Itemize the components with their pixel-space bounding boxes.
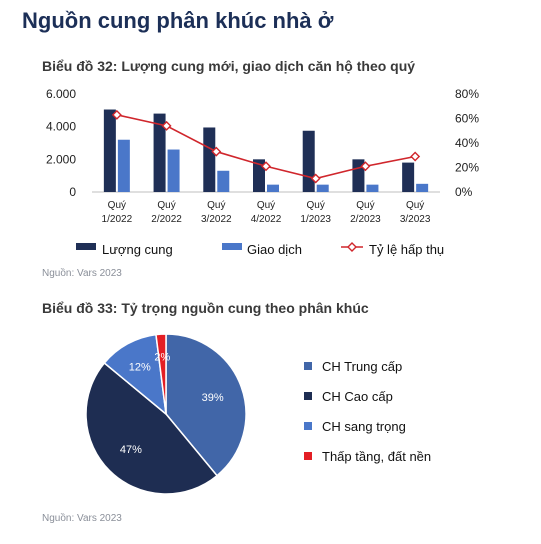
x-tick-label: Quý bbox=[207, 200, 225, 211]
chart-32-title: Biểu đồ 32: Lượng cung mới, giao dịch că… bbox=[42, 58, 416, 74]
bar-giao-dich bbox=[117, 139, 130, 192]
x-tick-label: 2/2022 bbox=[151, 214, 182, 225]
pie-value-label: 47% bbox=[120, 444, 142, 456]
chart-33-title: Biểu đồ 33: Tỷ trọng nguồn cung theo phâ… bbox=[42, 300, 369, 316]
chart-32-source: Nguồn: Vars 2023 bbox=[42, 268, 122, 279]
bar-giao-dich bbox=[366, 184, 379, 192]
x-tick-label: Quý bbox=[257, 200, 275, 211]
x-tick-label: 1/2022 bbox=[102, 214, 133, 225]
legend-label: Thấp tầng, đất nền bbox=[322, 449, 431, 464]
bar-giao-dich bbox=[316, 184, 329, 192]
pie-value-label: 12% bbox=[129, 361, 151, 373]
point-ty-le-hap-thu bbox=[410, 151, 421, 162]
x-tick-label: 4/2022 bbox=[251, 214, 282, 225]
pie-slice bbox=[85, 361, 219, 495]
x-tick-label: Quý bbox=[406, 200, 424, 211]
y2-tick-label: 20% bbox=[455, 161, 479, 175]
y-tick-label: 6.000 bbox=[46, 87, 76, 101]
pie-value-label: 2% bbox=[154, 352, 170, 364]
legend-swatch-giao-dich bbox=[222, 243, 242, 250]
legend-marker-ty-le-hap-thu bbox=[347, 242, 357, 252]
legend-swatch bbox=[304, 422, 312, 430]
pie-slice bbox=[103, 333, 167, 416]
bar-luong-cung bbox=[253, 159, 265, 192]
x-tick-label: Quý bbox=[307, 200, 325, 211]
y2-tick-label: 60% bbox=[455, 112, 479, 126]
y-tick-label: 2.000 bbox=[46, 152, 76, 166]
legend-swatch bbox=[304, 362, 312, 370]
legend-label-luong-cung: Lượng cung bbox=[102, 242, 173, 257]
x-tick-label: Quý bbox=[356, 200, 374, 211]
x-tick-label: 2/2023 bbox=[350, 214, 381, 225]
legend-label-giao-dich: Giao dịch bbox=[247, 242, 302, 257]
bar-giao-dich bbox=[217, 170, 230, 192]
bar-luong-cung bbox=[153, 113, 166, 192]
x-tick-label: 3/2023 bbox=[400, 214, 431, 225]
y-tick-label: 0 bbox=[69, 185, 76, 199]
legend-label: CH sang trọng bbox=[322, 419, 406, 434]
bar-giao-dich bbox=[167, 149, 180, 192]
pie-slice bbox=[165, 333, 247, 477]
bar-giao-dich bbox=[267, 184, 279, 192]
bar-luong-cung bbox=[203, 127, 216, 192]
y2-tick-label: 80% bbox=[455, 87, 479, 101]
point-ty-le-hap-thu bbox=[111, 109, 122, 120]
legend-label: CH Trung cấp bbox=[322, 359, 402, 374]
pie-slice bbox=[155, 333, 167, 415]
point-ty-le-hap-thu bbox=[360, 161, 371, 172]
point-ty-le-hap-thu bbox=[161, 120, 172, 131]
legend-swatch bbox=[304, 392, 312, 400]
y-tick-label: 4.000 bbox=[46, 120, 76, 134]
point-ty-le-hap-thu bbox=[310, 173, 321, 184]
legend-swatch-luong-cung bbox=[76, 243, 96, 250]
legend-swatch bbox=[304, 452, 312, 460]
x-tick-label: 1/2023 bbox=[300, 214, 331, 225]
bar-luong-cung bbox=[402, 162, 415, 192]
x-tick-label: Quý bbox=[108, 200, 126, 211]
x-tick-label: 3/2022 bbox=[201, 214, 232, 225]
legend-label-ty-le-hap-thu: Tỷ lệ hấp thụ bbox=[369, 242, 444, 257]
chart-33-source: Nguồn: Vars 2023 bbox=[42, 513, 122, 524]
pie-value-label: 39% bbox=[202, 392, 224, 404]
y2-tick-label: 40% bbox=[455, 136, 479, 150]
bar-luong-cung bbox=[103, 109, 116, 192]
legend-label: CH Cao cấp bbox=[322, 389, 393, 404]
point-ty-le-hap-thu bbox=[261, 161, 271, 172]
x-tick-label: Quý bbox=[157, 200, 175, 211]
bar-giao-dich bbox=[416, 183, 429, 192]
page-title: Nguồn cung phân khúc nhà ở bbox=[22, 8, 334, 33]
point-ty-le-hap-thu bbox=[211, 146, 222, 157]
y2-tick-label: 0% bbox=[455, 185, 473, 199]
